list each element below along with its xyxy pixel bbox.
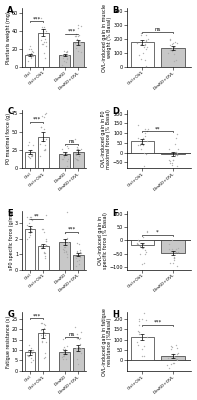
Bar [73, 152, 84, 168]
Bar [25, 152, 35, 168]
Bar [161, 240, 185, 253]
Bar [131, 141, 154, 152]
Text: E: E [7, 209, 13, 218]
Y-axis label: Plantaris weight (mg): Plantaris weight (mg) [6, 11, 11, 64]
Text: ***: *** [67, 28, 76, 33]
Y-axis label: P0 maximal force (g): P0 maximal force (g) [6, 113, 11, 164]
Text: ***: *** [33, 117, 41, 122]
Bar [73, 255, 84, 270]
Bar [59, 352, 70, 371]
Text: ***: *** [67, 226, 76, 232]
Bar [38, 32, 49, 67]
Text: ns: ns [68, 139, 75, 144]
Y-axis label: OVL-induced gain in muscle
weight (% Basal): OVL-induced gain in muscle weight (% Bas… [102, 4, 112, 72]
Text: ***: *** [153, 320, 162, 325]
Text: A: A [7, 6, 14, 15]
Text: ns: ns [68, 332, 75, 336]
Text: ***: *** [33, 16, 41, 21]
Text: D: D [112, 107, 119, 116]
Bar [161, 356, 185, 360]
Bar [161, 48, 185, 67]
Bar [131, 240, 154, 245]
Y-axis label: sP0 specific force (g/mg): sP0 specific force (g/mg) [9, 210, 14, 270]
Text: **: ** [34, 214, 39, 218]
Text: F: F [112, 209, 118, 218]
Bar [59, 55, 70, 67]
Bar [25, 229, 35, 270]
Text: *: * [156, 230, 159, 235]
Bar [25, 55, 35, 67]
Text: ns: ns [154, 27, 161, 32]
Text: B: B [112, 6, 119, 15]
Y-axis label: Fatigue resistance (s): Fatigue resistance (s) [6, 316, 11, 368]
Y-axis label: OVL-induced gain in fatigue
resistance (%Basal): OVL-induced gain in fatigue resistance (… [102, 308, 112, 376]
Bar [59, 242, 70, 270]
Y-axis label: OVL-induced gain in
specific force (% Basal): OVL-induced gain in specific force (% Ba… [98, 212, 108, 269]
Text: ***: *** [33, 313, 41, 318]
Bar [131, 42, 154, 67]
Text: C: C [7, 107, 14, 116]
Text: **: ** [155, 126, 160, 131]
Bar [161, 152, 185, 154]
Bar [38, 246, 49, 270]
Bar [38, 137, 49, 168]
Bar [131, 337, 154, 360]
Y-axis label: OVL-induced gain in P0
maximal force (% Basal): OVL-induced gain in P0 maximal force (% … [101, 109, 112, 169]
Text: G: G [7, 310, 14, 319]
Text: H: H [112, 310, 119, 319]
Bar [25, 352, 35, 371]
Bar [73, 42, 84, 67]
Bar [73, 348, 84, 371]
Bar [59, 154, 70, 168]
Bar [38, 333, 49, 371]
